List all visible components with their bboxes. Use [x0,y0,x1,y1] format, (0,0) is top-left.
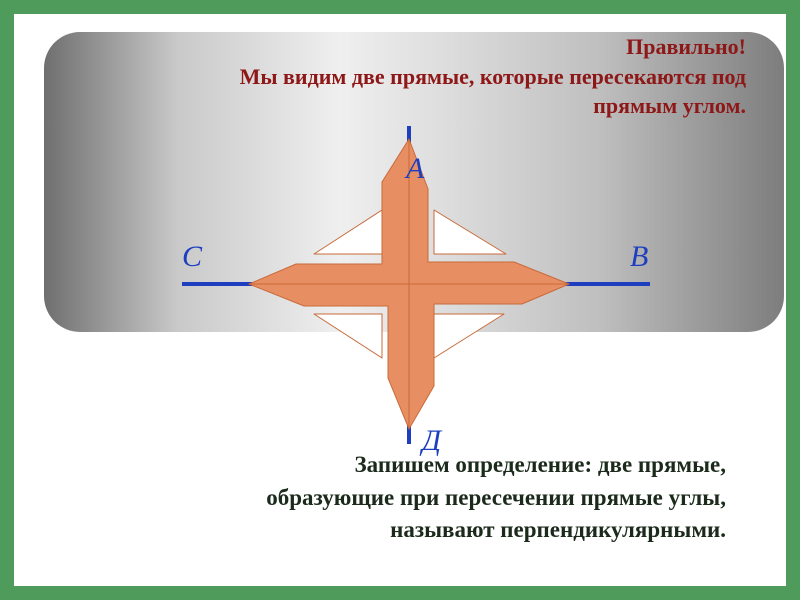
footer-line3: называют перпендикулярными. [390,517,726,542]
triangle-ruler-hole-0 [434,210,506,254]
triangle-ruler-hole-2 [314,314,382,358]
triangle-ruler-1 [409,284,569,429]
footer-line1: Запишем определение: две прямые, [355,452,727,477]
footer-text: Запишем определение: две прямые, образую… [74,449,726,546]
header-line2: Мы видим две прямые, которые пересекаютс… [240,64,746,89]
slide-frame: Правильно! Мы видим две прямые, которые … [0,0,800,600]
header-line3: прямым углом. [593,93,746,118]
triangle-ruler-2 [249,284,409,429]
point-label-C: С [182,240,202,274]
header-text: Правильно! Мы видим две прямые, которые … [114,32,746,121]
point-label-A: А [406,152,424,186]
header-line1: Правильно! [626,34,746,59]
triangle-ruler-0 [409,139,569,284]
point-label-B: В [630,240,648,274]
triangle-ruler-hole-1 [434,314,504,358]
footer-line2: образующие при пересечении прямые углы, [266,485,726,510]
triangle-ruler-hole-3 [314,210,382,254]
triangle-ruler-3 [249,139,409,284]
